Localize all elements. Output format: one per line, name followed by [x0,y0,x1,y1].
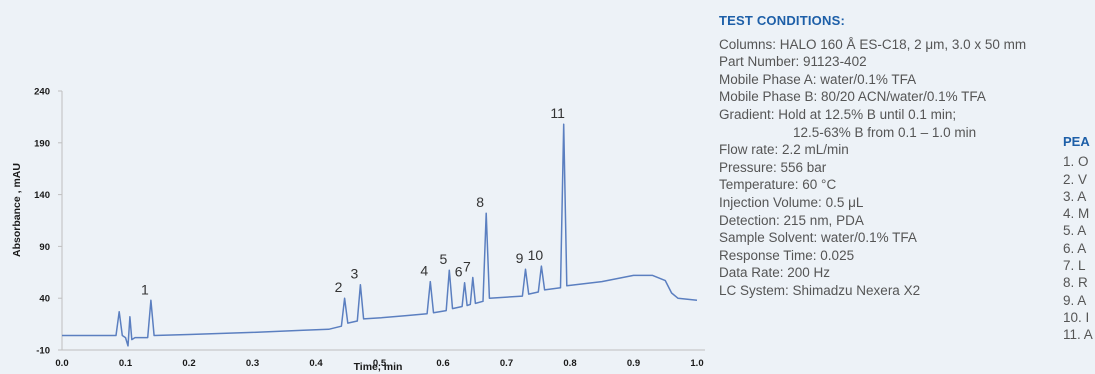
peak-identities-panel: PEA 1. O 2. V 3. A 4. M 5. A 6. A 7. L 8… [1063,133,1095,344]
x-tick-label: 0.6 [436,358,449,369]
condition-detection: Detection: 215 nm, PDA [719,212,864,228]
peak-label: 11 [550,105,565,121]
peak-item: 11. A [1063,327,1093,343]
condition-gradient: Gradient: Hold at 12.5% B until 0.1 min; [719,106,957,122]
condition-injection-volume: Injection Volume: 0.5 μL [719,194,864,210]
y-axis-title: Absorbance , mAU [11,163,23,257]
peak-item: 3. A [1063,188,1087,204]
peak-item: 2. V [1063,171,1088,187]
peak-label: 7 [463,258,471,274]
x-axis-ticks: 0.0 0.1 0.2 0.3 0.4 0.5 0.6 0.7 0.8 0.9 1.0 [55,358,703,369]
peak-item: 8. R [1063,275,1088,291]
peak-item: 9. A [1063,292,1087,308]
x-tick-label: 0.2 [182,358,195,369]
peak-label: 1 [141,281,149,297]
x-tick-label: 0.4 [309,358,323,369]
x-tick-label: 0.3 [246,358,259,369]
condition-flow-rate: Flow rate: 2.2 mL/min [719,142,849,158]
peak-label: 10 [528,247,544,263]
y-tick-label: 240 [34,87,50,98]
peak-label: 2 [335,279,343,295]
peak-label: 4 [420,263,428,279]
x-tick-label: 0.5 [373,358,387,369]
test-conditions-title: TEST CONDITIONS: [719,13,845,28]
condition-part-number: Part Number: 91123-402 [719,54,867,70]
x-tick-label: 0.0 [55,358,68,369]
y-tick-label: 90 [39,242,50,253]
peak-label: 8 [476,194,484,210]
x-tick-label: 0.9 [627,358,640,369]
peak-item: 7. L [1063,258,1086,274]
y-tick-label: 40 [39,294,50,305]
peak-item: 5. A [1063,223,1087,239]
test-conditions-panel: TEST CONDITIONS: Columns: HALO 160 Å ES-… [719,12,1026,300]
peak-label: 6 [455,264,463,280]
condition-gradient-continued: 12.5-63% B from 0.1 – 1.0 min [793,124,977,140]
condition-lc-system: LC System: Shimadzu Nexera X2 [719,282,921,298]
y-tick-label: -10 [36,346,50,357]
peak-label: 3 [351,266,359,282]
y-tick-label: 190 [34,138,50,149]
condition-pressure: Pressure: 556 bar [719,159,827,175]
condition-mobile-phase-b: Mobile Phase B: 80/20 ACN/water/0.1% TFA [719,89,986,105]
x-axis-title: Time, min [354,361,403,373]
x-tick-label: 0.8 [563,358,576,369]
peak-item: 1. O [1063,154,1089,170]
x-tick-label: 0.7 [500,358,513,369]
peak-labels: 1 23 456 7 8 9 10 11 [141,105,565,297]
x-tick-label: 1.0 [690,358,703,369]
peak-item: 6. A [1063,240,1087,256]
y-axis-ticks: 240 190 140 90 40 -10 [34,87,62,357]
peak-label: 9 [516,250,524,266]
peak-item: 4. M [1063,206,1090,222]
x-tick-label: 0.1 [119,358,133,369]
chromatogram-trace [62,123,698,347]
peak-identities-title: PEA [1063,134,1090,149]
condition-data-rate: Data Rate: 200 Hz [719,265,831,281]
peak-item: 10. I [1063,309,1090,325]
condition-response-time: Response Time: 0.025 [719,247,855,263]
condition-sample-solvent: Sample Solvent: water/0.1% TFA [719,230,917,246]
y-tick-label: 140 [34,190,50,201]
condition-columns: Columns: HALO 160 Å ES-C18, 2 μm, 3.0 x … [719,36,1027,52]
condition-mobile-phase-a: Mobile Phase A: water/0.1% TFA [719,71,917,87]
peak-label: 5 [439,251,447,267]
condition-temperature: Temperature: 60 °C [719,177,837,193]
